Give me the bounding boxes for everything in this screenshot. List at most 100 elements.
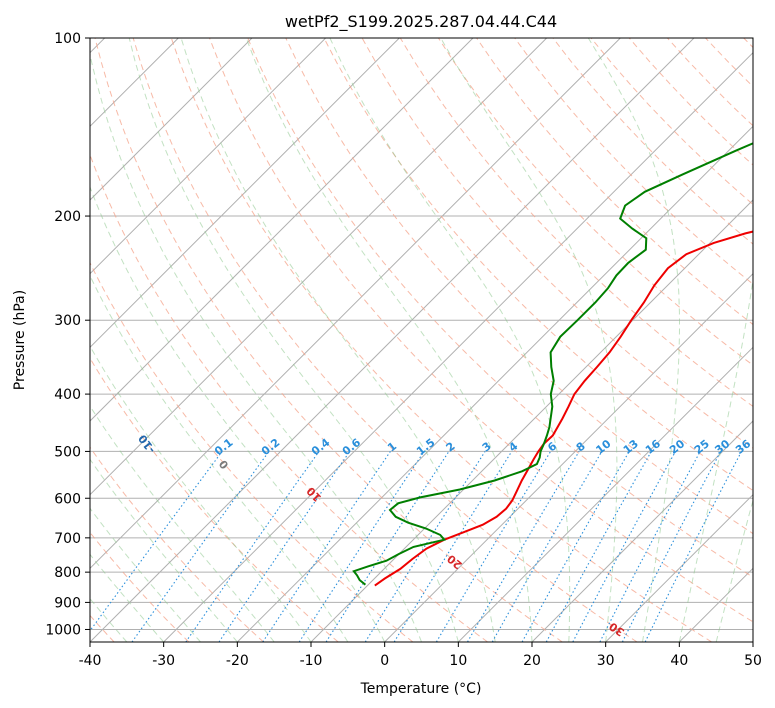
isotherm--30 (163, 51, 753, 642)
mixing-ratio-label: 0.6 (340, 436, 364, 458)
mixing-ratio-label: 4 (506, 439, 520, 454)
mixing-ratio-label: 0.1 (212, 436, 235, 458)
moist-adiabat--20 (90, 458, 238, 642)
moist-adiabat-25 (329, 38, 571, 642)
isotherm-40 (678, 567, 753, 642)
isotherm--20 (236, 125, 753, 642)
mixing-ratio-label: 1.5 (414, 436, 437, 458)
isotherm--100 (90, 38, 253, 201)
dry-adiabat-30 (132, 38, 638, 642)
temperature-profile (374, 230, 753, 587)
dry-adiabat-20 (94, 38, 563, 642)
x-tick-label: -20 (226, 653, 249, 669)
mixing-ratio-4 (393, 451, 513, 642)
chart-title: wetPf2_S199.2025.287.04.44.C44 (285, 12, 557, 32)
background-lines (90, 38, 753, 642)
dry-adiabat-label: -10 (136, 432, 159, 456)
isotherm-10 (457, 346, 753, 642)
x-axis-label: Temperature (°C) (360, 681, 482, 697)
y-tick-label: 1000 (45, 622, 81, 638)
mixing-ratio-20 (572, 451, 676, 642)
dry-adiabat-120 (476, 38, 753, 326)
mixing-ratio-0.2 (131, 451, 270, 642)
mixing-ratio-1.5 (298, 451, 425, 642)
dry-adiabat-60 (247, 38, 753, 578)
y-tick-label: 800 (54, 565, 81, 581)
y-tick-label: 900 (54, 595, 81, 611)
isotherm--50 (90, 38, 621, 570)
dry-adiabat-label: 30 (607, 619, 627, 639)
y-tick-label: 100 (54, 31, 81, 47)
moist-adiabat-40 (678, 38, 753, 642)
moist-adiabat--15 (90, 405, 275, 642)
y-tick-label: 700 (54, 531, 81, 547)
moist-adiabat--25 (90, 507, 201, 642)
moist-adiabat-0 (90, 185, 386, 642)
dry-adiabat--10 (90, 357, 339, 642)
dry-adiabat-170 (667, 38, 753, 127)
isotherm-0 (384, 272, 753, 642)
isotherm--10 (310, 199, 753, 642)
dry-adiabat-70 (285, 38, 753, 535)
mixing-ratio-1 (262, 451, 391, 642)
dry-adiabat--30 (90, 531, 190, 642)
x-tick-label: 20 (523, 653, 541, 669)
dry-adiabat-80 (323, 38, 753, 492)
mixing-ratio-13 (521, 451, 630, 642)
dry-adiabat-40 (170, 38, 712, 642)
isotherm-30 (605, 493, 753, 642)
isotherm-20 (531, 420, 753, 642)
mixing-ratio-label: 30 (712, 437, 732, 457)
y-tick-label: 200 (54, 209, 81, 225)
dry-adiabat-130 (514, 38, 753, 285)
dry-adiabat-110 (437, 38, 753, 366)
x-tick-label: 40 (670, 653, 688, 669)
x-tick-label: -10 (300, 653, 323, 669)
mixing-ratio-label: 1 (385, 440, 399, 455)
plot-frame (89, 37, 754, 643)
dry-adiabat-label: 10 (304, 484, 324, 504)
mixing-ratio-label: 8 (574, 440, 588, 455)
isotherm--70 (90, 38, 474, 422)
y-tick-label: 300 (54, 313, 81, 329)
moist-adiabat--30 (90, 553, 165, 642)
mixing-ratio-label: 13 (621, 437, 641, 457)
moist-adiabat-30 (440, 38, 618, 642)
x-tick-label: 0 (380, 653, 389, 669)
dry-adiabat-190 (743, 38, 753, 49)
dry-adiabat--20 (90, 446, 264, 642)
x-tick-label: 10 (449, 653, 467, 669)
mixing-ratio-0.4 (185, 451, 320, 642)
dewpoint-profile (352, 142, 753, 586)
profile-lines (352, 142, 753, 587)
x-tick-label: 50 (744, 653, 762, 669)
isotherm--60 (90, 38, 548, 496)
mixing-ratio-3 (364, 451, 486, 642)
x-tick-label: -40 (79, 653, 102, 669)
mixing-ratio-label: 10 (593, 437, 613, 457)
isotherm--40 (90, 38, 695, 642)
moist-adiabat-20 (245, 38, 533, 642)
x-tick-label: -30 (152, 653, 175, 669)
y-tick-label: 400 (54, 387, 81, 403)
isotherm-50 (752, 641, 753, 642)
mixing-ratio-0.6 (218, 451, 351, 642)
moist-adiabat-45 (715, 498, 753, 642)
mixing-ratio-label: 3 (480, 440, 494, 455)
moist-adiabat--10 (90, 345, 312, 642)
mixing-ratio-16 (545, 451, 652, 642)
mixing-ratio-25 (599, 451, 701, 642)
axis-ticks: -40 -30 -20 -10 0 10 20 30 40 50 100 200 300 400 500 60… (45, 31, 762, 669)
isotherm--90 (90, 38, 327, 275)
y-tick-label: 600 (54, 491, 81, 507)
moist-adiabat-15 (180, 38, 496, 642)
mixing-ratio-0.1 (90, 451, 223, 632)
moist-adiabat-35 (587, 38, 680, 642)
moist-adiabat-10 (128, 38, 459, 642)
isotherm--80 (90, 38, 400, 349)
mixing-ratio-label: 25 (692, 437, 712, 457)
dry-adiabat-180 (705, 38, 753, 88)
moist-adiabat--35 (90, 597, 128, 642)
y-axis-label: Pressure (hPa) (12, 290, 28, 390)
dry-adiabat-50 (209, 38, 753, 623)
